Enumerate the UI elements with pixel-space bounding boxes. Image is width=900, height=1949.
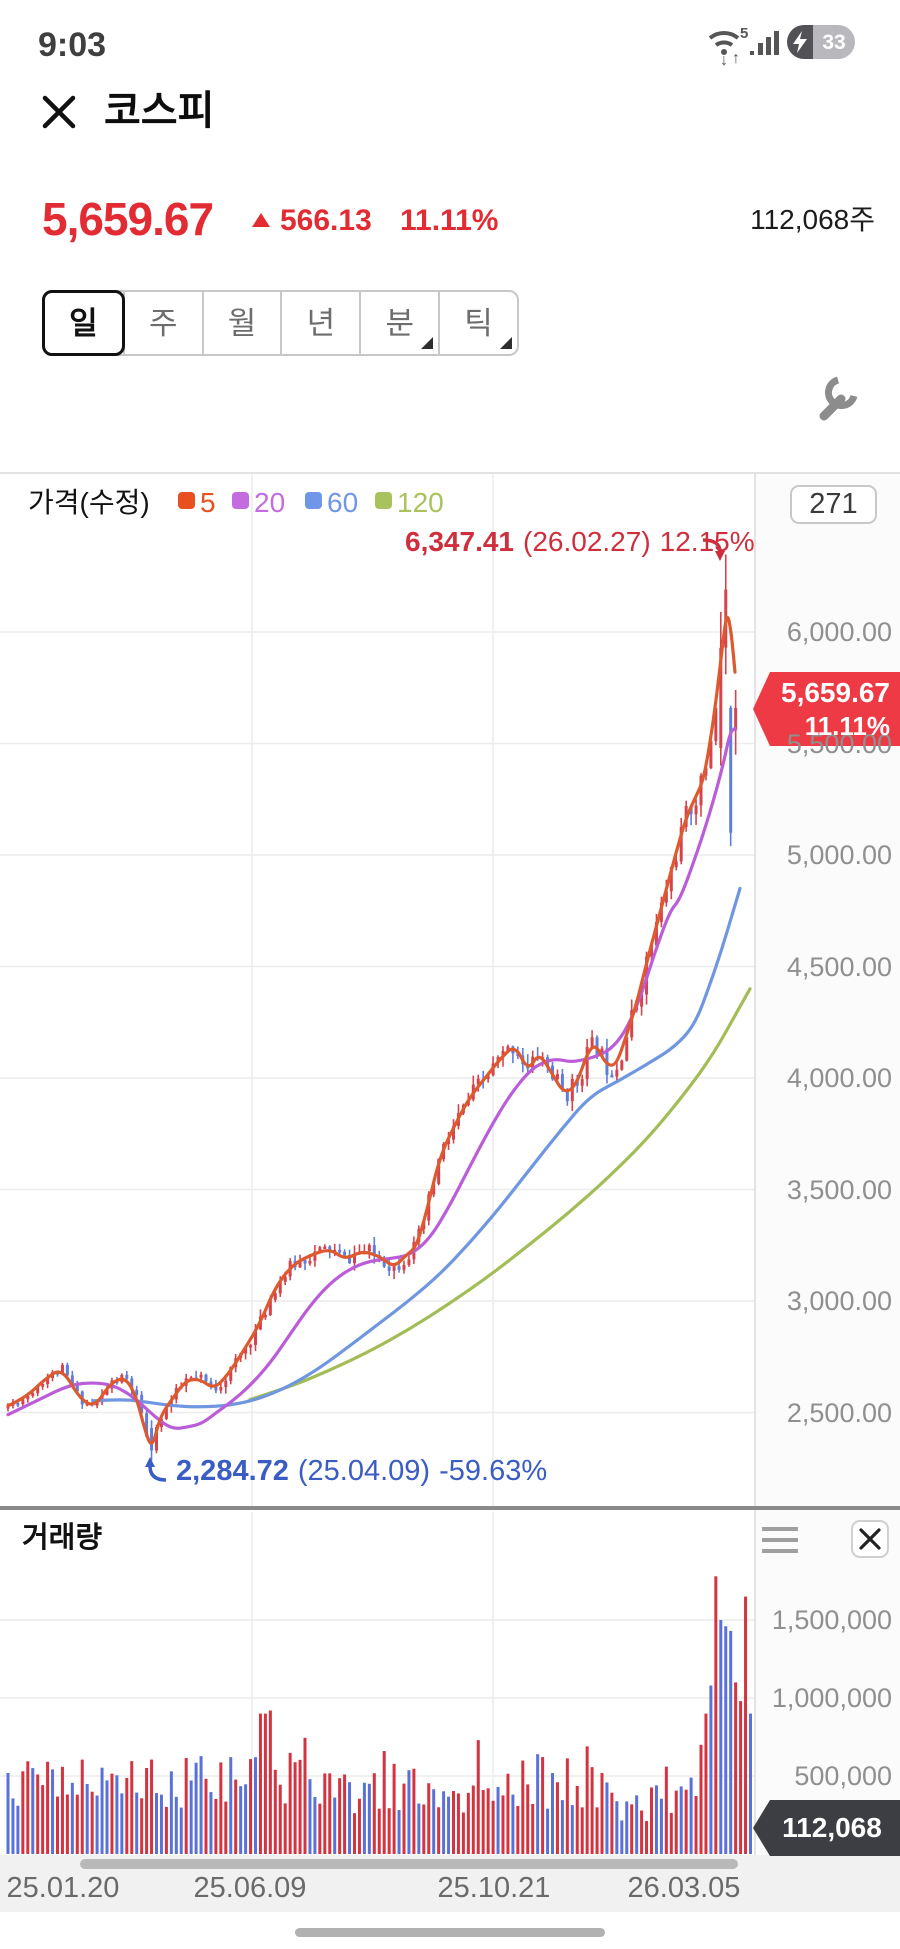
battery-percent: 33 [813, 25, 855, 59]
legend-label-20: 20 [254, 487, 286, 518]
volume-close-button[interactable] [851, 1520, 889, 1558]
legend-swatch-20 [232, 492, 249, 509]
candle-count-badge[interactable]: 271 [790, 485, 877, 524]
price-tick-3500: 3,500.00 [786, 1174, 892, 1205]
legend-swatch-120 [375, 492, 392, 509]
price-badge-pct: 11.11% [804, 711, 890, 741]
tab-틱[interactable]: 틱 [438, 292, 517, 354]
price-change-pct: 11.11% [400, 204, 499, 237]
volume-badge-value: 112,068 [782, 1812, 882, 1843]
price-tick-4500: 4,500.00 [786, 951, 892, 982]
battery-charging-icon [787, 25, 813, 59]
battery-indicator: 33 [787, 25, 855, 59]
date-label-25.01.20: 25.01.20 [6, 1872, 120, 1904]
legend-label-120: 120 [397, 487, 444, 518]
low-value: 2,284.72 [176, 1455, 289, 1487]
high-pct: 12.15% [659, 526, 755, 557]
current-price: 5,659.67 [42, 193, 214, 245]
wrench-icon[interactable] [810, 372, 862, 428]
svg-text:↓: ↓ [720, 52, 728, 66]
volume-tick-500000: 500,000 [794, 1761, 892, 1791]
page-title: 코스피 [104, 89, 215, 133]
high-annotation: 6,347.41 (26.02.27) 12.15% [405, 528, 755, 556]
high-value: 6,347.41 [405, 526, 514, 557]
price-tick-6000: 6,000.00 [786, 617, 892, 647]
tab-월[interactable]: 월 [201, 292, 281, 354]
status-time: 9:03 [38, 26, 107, 64]
legend-title: 가격(수정) [28, 487, 150, 518]
corner-triangle-icon [499, 337, 512, 349]
close-icon[interactable] [42, 95, 76, 129]
date-label-25.06.09: 25.06.09 [193, 1872, 307, 1904]
date-label-25.10.21: 25.10.21 [437, 1872, 551, 1904]
close-icon [859, 1528, 881, 1550]
low-pct: -59.63% [439, 1455, 548, 1487]
low-annotation: 2,284.72 (25.04.09) -59.63% [176, 1457, 547, 1486]
volume-tick-1000000: 1,000,000 [771, 1683, 892, 1713]
price-badge-value: 5,659.67 [781, 677, 890, 708]
svg-text:↑: ↑ [732, 50, 740, 66]
volume-tick-1500000: 1,500,000 [771, 1605, 892, 1635]
high-date: (26.02.27) [523, 526, 651, 557]
price-tick-5500: 5,500.00 [786, 728, 892, 759]
volume-shares: 112,068주 [750, 204, 875, 235]
wifi-5g-icon: 5 ↓ ↑ [708, 25, 748, 66]
price-tick-3000: 3,000.00 [786, 1286, 892, 1316]
up-triangle-icon [252, 213, 270, 227]
tab-분[interactable]: 분 [359, 292, 438, 354]
legend-label-60: 60 [327, 487, 359, 518]
price-change: 566.13 [280, 204, 372, 237]
date-label-26.03.05: 26.03.05 [627, 1872, 741, 1904]
tab-주[interactable]: 주 [122, 292, 202, 354]
price-tick-4000: 4,000.00 [786, 1063, 892, 1093]
tab-일[interactable]: 일 [42, 290, 125, 356]
legend-label-5: 5 [200, 487, 216, 518]
tab-년[interactable]: 년 [280, 292, 359, 354]
corner-triangle-icon [421, 337, 434, 349]
low-date: (25.04.09) [297, 1455, 431, 1487]
svg-text:5: 5 [740, 25, 748, 42]
price-tick-2500: 2,500.00 [786, 1397, 892, 1428]
home-indicator[interactable] [295, 1928, 605, 1937]
volume-panel-title: 거래량 [22, 1522, 103, 1554]
signal-bars-icon [750, 31, 779, 55]
legend-swatch-60 [305, 492, 322, 509]
price-tick-5000: 5,000.00 [786, 840, 892, 870]
hamburger-icon[interactable] [761, 1526, 799, 1556]
legend-swatch-5 [178, 492, 195, 509]
